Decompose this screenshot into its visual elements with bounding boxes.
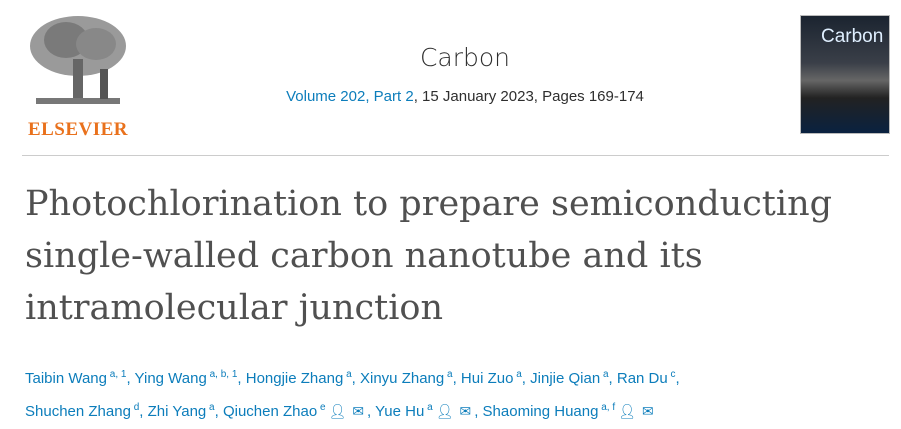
affiliation-marker[interactable]: e bbox=[317, 402, 326, 413]
author-name[interactable]: Hongjie Zhang bbox=[245, 370, 344, 387]
journal-header: Carbon Volume 202, Part 2, 15 January 20… bbox=[240, 43, 690, 105]
author-item[interactable]: Ran Du c bbox=[616, 369, 676, 387]
mail-icon[interactable]: ✉︎ bbox=[641, 404, 654, 420]
affiliation-marker[interactable]: a bbox=[206, 402, 215, 413]
author-name[interactable]: Hui Zuo bbox=[460, 370, 514, 387]
affiliation-marker[interactable]: a, 1 bbox=[107, 369, 127, 380]
author-item[interactable]: Yue Hu a 👤︎ ✉︎ bbox=[375, 402, 474, 420]
elsevier-tree-icon bbox=[26, 14, 130, 106]
author-item[interactable]: Hongjie Zhang a bbox=[245, 369, 352, 387]
affiliation-marker[interactable]: a bbox=[343, 369, 352, 380]
author-name[interactable]: Ran Du bbox=[616, 370, 668, 387]
author-name[interactable]: Zhi Yang bbox=[147, 403, 207, 420]
volume-link[interactable]: Volume 202, Part 2 bbox=[286, 88, 414, 105]
author-name[interactable]: Shaoming Huang bbox=[482, 403, 599, 420]
affiliation-marker[interactable]: a, b, 1 bbox=[206, 369, 238, 380]
person-icon[interactable]: 👤︎ bbox=[618, 404, 636, 420]
author-item[interactable]: Zhi Yang a bbox=[147, 402, 215, 420]
person-icon[interactable]: 👤︎ bbox=[328, 404, 347, 420]
person-icon[interactable]: 👤︎ bbox=[435, 404, 454, 420]
affiliation-marker[interactable]: a, f bbox=[598, 402, 616, 413]
author-name[interactable]: Ying Wang bbox=[134, 370, 207, 387]
affiliation-marker[interactable]: a bbox=[600, 369, 609, 380]
author-item[interactable]: Qiuchen Zhao e 👤︎ ✉︎ bbox=[222, 402, 367, 420]
elsevier-logo[interactable]: ELSEVIER bbox=[22, 14, 134, 140]
author-item[interactable]: Taibin Wang a, 1 bbox=[25, 369, 127, 387]
article-title: Photochlorination to prepare semiconduct… bbox=[25, 184, 833, 328]
author-name[interactable]: Jinjie Qian bbox=[530, 370, 601, 387]
affiliation-marker[interactable]: c bbox=[667, 369, 676, 380]
affiliation-marker[interactable]: d bbox=[130, 402, 140, 413]
affiliation-marker[interactable]: a bbox=[513, 369, 522, 380]
author-name[interactable]: Yue Hu bbox=[375, 403, 425, 420]
mail-icon[interactable]: ✉︎ bbox=[352, 404, 365, 420]
mail-icon[interactable]: ✉︎ bbox=[459, 404, 472, 420]
author-item[interactable]: Shaoming Huang a, f 👤︎ ✉︎ bbox=[482, 402, 657, 420]
journal-title-link[interactable]: Carbon bbox=[419, 43, 511, 72]
issue-date-pages: , 15 January 2023, Pages 169-174 bbox=[413, 88, 644, 105]
affiliation-marker[interactable]: a bbox=[424, 402, 433, 413]
publisher-name: ELSEVIER bbox=[27, 119, 129, 140]
author-name[interactable]: Qiuchen Zhao bbox=[222, 403, 318, 420]
author-item[interactable]: Hui Zuo a bbox=[460, 369, 522, 387]
author-name[interactable]: Shuchen Zhang bbox=[25, 403, 131, 420]
journal-cover-image[interactable]: Carbon bbox=[800, 15, 890, 134]
author-item[interactable]: Xinyu Zhang a bbox=[360, 369, 453, 387]
author-name[interactable]: Taibin Wang bbox=[25, 370, 107, 387]
divider bbox=[22, 155, 889, 156]
affiliation-marker[interactable]: a bbox=[444, 369, 453, 380]
author-item[interactable]: Shuchen Zhang d bbox=[25, 402, 140, 420]
author-list: Taibin Wang a, 1, Ying Wang a, b, 1, Hon… bbox=[25, 360, 845, 427]
author-item[interactable]: Ying Wang a, b, 1 bbox=[134, 369, 238, 387]
author-item[interactable]: Jinjie Qian a bbox=[530, 369, 609, 387]
cover-title: Carbon bbox=[821, 26, 884, 47]
author-name[interactable]: Xinyu Zhang bbox=[360, 370, 445, 387]
